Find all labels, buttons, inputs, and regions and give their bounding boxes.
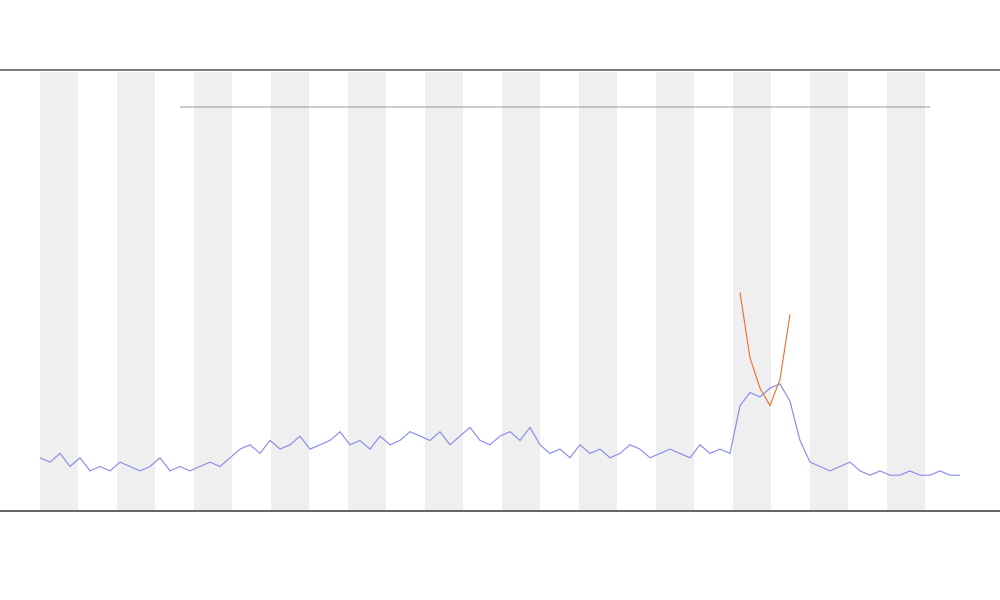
band [271, 72, 309, 510]
band [40, 72, 78, 510]
band [579, 72, 617, 510]
band [194, 72, 232, 510]
band [425, 72, 463, 510]
band [810, 72, 848, 510]
band [502, 72, 540, 510]
series-line [39, 383, 960, 476]
band [656, 72, 694, 510]
band [887, 72, 925, 510]
band [117, 72, 155, 510]
band [733, 72, 771, 510]
background-bands [40, 72, 925, 510]
band [348, 72, 386, 510]
series-line [739, 292, 791, 407]
